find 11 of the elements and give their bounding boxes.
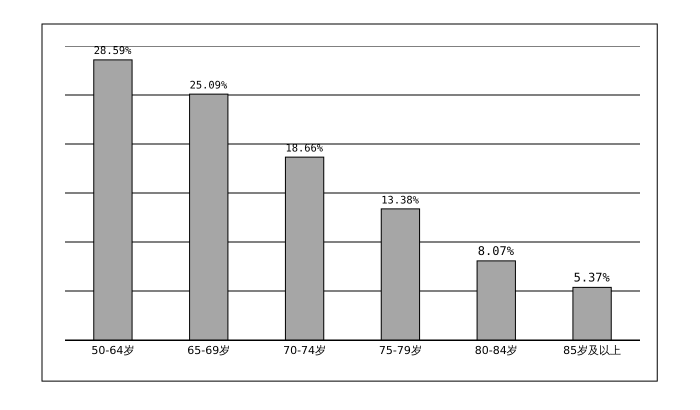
data-label: 8.07%	[478, 244, 515, 258]
data-label: 28.59%	[94, 45, 132, 58]
x-tick-label: 80-84岁	[474, 344, 518, 358]
x-tick-label: 75-79岁	[378, 344, 422, 358]
data-label: 13.38%	[381, 194, 420, 206]
x-tick-label: 70-74岁	[283, 344, 326, 358]
x-tick-label: 85岁及以上	[563, 344, 622, 358]
x-tick-label: 50-64岁	[91, 344, 134, 358]
data-label: 25.09%	[190, 80, 228, 92]
data-label: 5.37%	[574, 270, 611, 284]
x-tick-label: 65-69岁	[187, 344, 230, 358]
